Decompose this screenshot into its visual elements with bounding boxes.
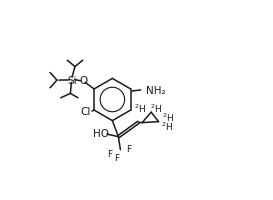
Text: $^{2}$H: $^{2}$H	[161, 120, 173, 133]
Text: $^{2}$H: $^{2}$H	[162, 111, 174, 124]
Text: $^{2}$H: $^{2}$H	[134, 102, 146, 114]
Text: Cl: Cl	[80, 107, 91, 116]
Text: F: F	[126, 144, 131, 153]
Text: O: O	[79, 76, 87, 86]
Text: F: F	[107, 149, 112, 158]
Text: HO: HO	[93, 128, 109, 138]
Text: $^{2}$H: $^{2}$H	[150, 102, 162, 114]
Text: F: F	[114, 153, 119, 162]
Text: NH₂: NH₂	[146, 86, 166, 95]
Text: Si: Si	[67, 75, 77, 85]
